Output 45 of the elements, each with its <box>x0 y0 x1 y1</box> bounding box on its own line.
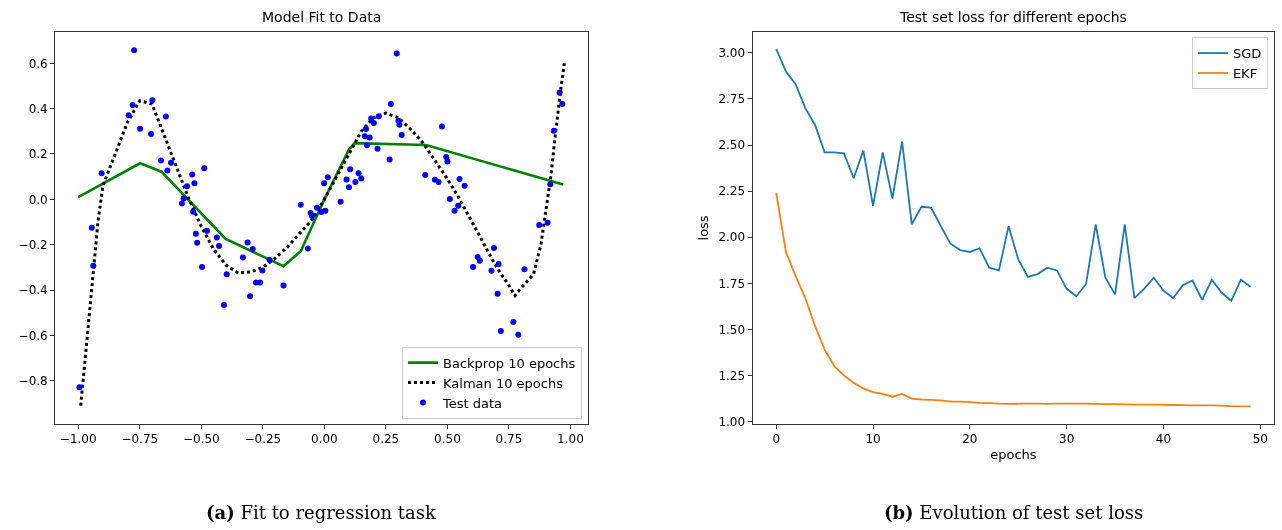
y-tick-label: −0.2 <box>18 237 48 252</box>
y-tick-label: 0.4 <box>28 101 48 116</box>
y-axis-title: loss <box>696 215 712 241</box>
x-tick-label: −0.25 <box>244 432 282 447</box>
y-tick-label: 2.75 <box>718 92 746 107</box>
legend-label: Kalman 10 epochs <box>443 375 564 391</box>
y-tick-label: 1.75 <box>718 276 746 291</box>
legend-label: EKF <box>1232 66 1258 82</box>
x-tick-label: −0.75 <box>121 432 159 447</box>
y-tick-label: 0.0 <box>28 192 48 207</box>
chart-title: Test set loss for different epochs <box>899 9 1127 25</box>
y-tick-label: −0.8 <box>18 373 48 388</box>
line-series <box>775 192 1252 408</box>
y-tick-label: 0.6 <box>28 56 48 71</box>
y-tick-label: 1.50 <box>718 322 746 337</box>
chart-title: Model Fit to Data <box>262 9 382 25</box>
x-tick-label: 40 <box>1155 432 1172 447</box>
x-tick-label: 0.00 <box>311 432 338 447</box>
text: (b) Evolution of test set loss <box>884 502 1144 523</box>
x-tick-label: 0.75 <box>495 432 523 447</box>
legend-label: Backprop 10 epochs <box>443 355 576 371</box>
y-tick-label: 3.00 <box>718 46 746 61</box>
y-tick-label: 0.2 <box>28 147 48 162</box>
x-tick-label: 20 <box>962 432 978 447</box>
x-tick-label: −1.00 <box>59 432 97 447</box>
legend-label: Test data <box>442 395 503 411</box>
line-series <box>76 141 565 268</box>
x-tick-label: 1.00 <box>557 432 584 447</box>
y-tick-label: 2.50 <box>718 138 746 153</box>
x-tick-label: 10 <box>865 432 881 447</box>
y-tick-label: −0.4 <box>18 283 48 298</box>
x-axis-title: epochs <box>990 447 1037 462</box>
x-tick-label: 30 <box>1059 432 1075 447</box>
x-tick-label: 0 <box>772 432 781 447</box>
text: (a) Fit to regression task <box>206 502 438 523</box>
x-tick-label: 50 <box>1252 432 1268 447</box>
legend-label: SGD <box>1232 46 1262 62</box>
x-tick-label: 0.50 <box>434 432 461 447</box>
x-tick-label: −0.50 <box>182 432 220 447</box>
y-tick-label: −0.6 <box>18 328 48 343</box>
y-tick-label: 1.00 <box>718 414 746 429</box>
y-tick-label: 1.25 <box>718 368 746 383</box>
y-tick-label: 2.25 <box>718 184 746 199</box>
y-tick-label: 2.00 <box>718 230 746 245</box>
x-tick-label: 0.25 <box>372 432 400 447</box>
